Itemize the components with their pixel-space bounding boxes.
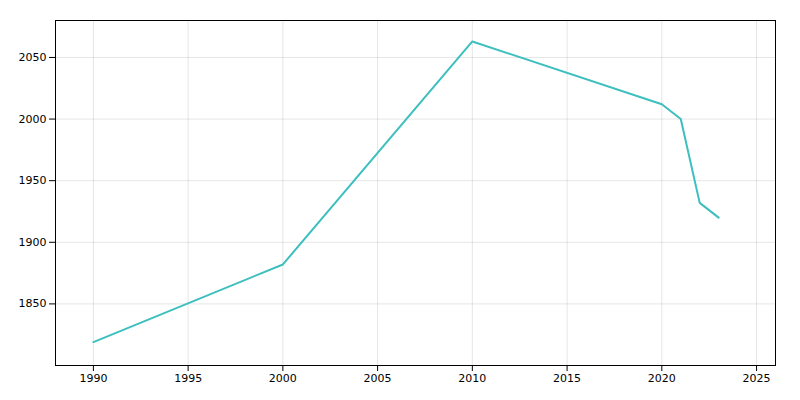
svg-text:1850: 1850: [19, 297, 47, 310]
svg-text:1950: 1950: [19, 174, 47, 187]
svg-text:2015: 2015: [553, 372, 581, 385]
svg-text:2010: 2010: [458, 372, 486, 385]
svg-text:2020: 2020: [648, 372, 676, 385]
svg-text:2000: 2000: [19, 113, 47, 126]
svg-text:2050: 2050: [19, 51, 47, 64]
svg-text:1990: 1990: [79, 372, 107, 385]
svg-text:1900: 1900: [19, 236, 47, 249]
svg-text:1995: 1995: [174, 372, 202, 385]
svg-text:2005: 2005: [364, 372, 392, 385]
svg-text:2025: 2025: [743, 372, 771, 385]
svg-text:2000: 2000: [269, 372, 297, 385]
